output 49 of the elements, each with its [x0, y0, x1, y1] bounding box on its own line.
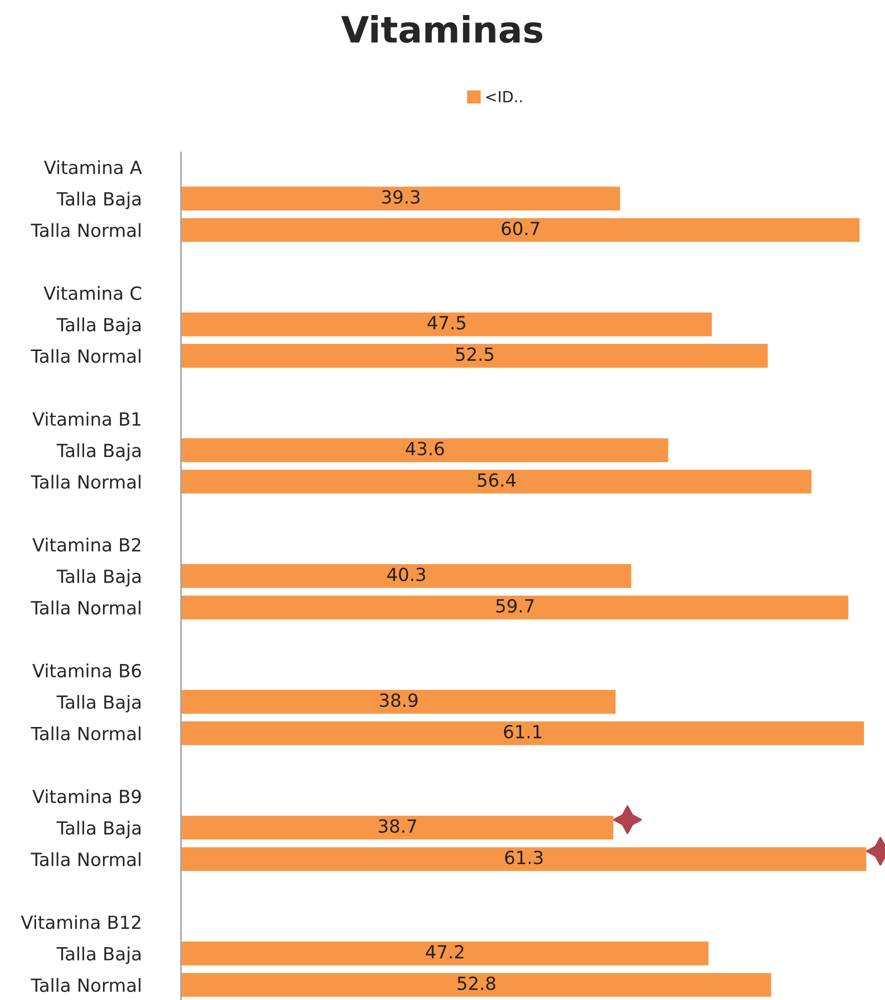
y-tick-label: Vitamina B6 — [32, 664, 141, 678]
chart-title: Vitaminas — [341, 15, 542, 43]
data-label: 38.7 — [378, 819, 416, 833]
bar — [181, 972, 773, 998]
data-label: 52.5 — [456, 347, 494, 362]
bar — [181, 311, 714, 338]
bar — [181, 216, 861, 244]
y-tick-label: Talla Normal — [30, 726, 140, 740]
y-tick-label: Talla Baja — [56, 694, 140, 712]
y-tick-label: Vitamina B9 — [32, 789, 141, 804]
y-tick-label: Vitamina B1 — [32, 412, 140, 426]
bar — [181, 436, 670, 464]
y-tick-label: Talla Baja — [56, 192, 140, 210]
data-label: 61.1 — [504, 724, 542, 739]
y-tick-label: Vitamina A — [44, 160, 142, 174]
data-label: 43.6 — [406, 442, 444, 456]
bar — [181, 468, 813, 495]
bar — [181, 594, 850, 621]
y-tick-label: Talla Normal — [30, 600, 140, 615]
bar — [181, 342, 770, 370]
y-tick-label: Talla Normal — [30, 852, 140, 866]
y-tick-label: Talla Normal — [30, 474, 140, 489]
y-tick-label: Vitamina B12 — [20, 915, 140, 930]
data-label: 56.4 — [478, 473, 516, 487]
legend-label: <ID.. — [486, 91, 522, 102]
y-tick-label: Talla Baja — [56, 820, 140, 838]
bar — [181, 720, 866, 747]
data-label: 47.2 — [426, 945, 464, 958]
y-tick-label: Vitamina B2 — [32, 538, 140, 552]
y-tick-label: Talla Baja — [56, 318, 140, 335]
data-label: 39.3 — [382, 190, 420, 204]
y-tick-label: Talla Baja — [56, 443, 140, 461]
y-tick-label: Vitamina C — [44, 286, 142, 300]
data-label: 52.8 — [458, 976, 496, 990]
y-tick-label: Talla Baja — [56, 569, 140, 587]
y-tick-label: Talla Normal — [30, 348, 140, 363]
data-label: 60.7 — [502, 222, 540, 236]
y-tick-label: Talla Normal — [30, 223, 140, 238]
y-tick-label: Talla Baja — [56, 946, 140, 964]
data-label: 38.9 — [380, 693, 418, 708]
bar — [181, 688, 617, 716]
bar — [181, 562, 633, 590]
data-label: 40.3 — [387, 568, 426, 582]
data-label: 47.5 — [428, 316, 466, 330]
data-label: 59.7 — [496, 599, 534, 613]
bar — [181, 185, 622, 212]
bar — [181, 940, 710, 967]
data-label: 61.3 — [505, 850, 543, 864]
y-tick-label: Talla Normal — [30, 978, 140, 992]
